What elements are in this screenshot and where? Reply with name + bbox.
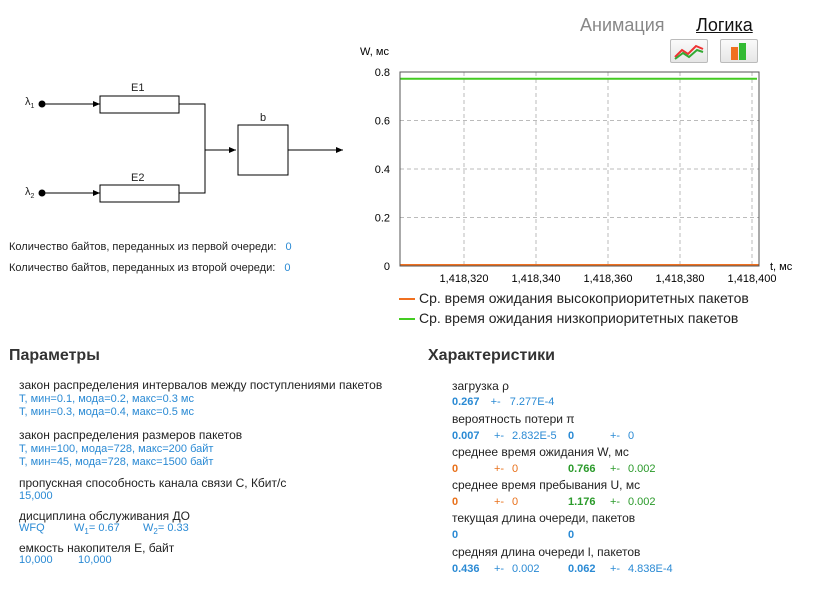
buffer-2-value[interactable]: 10,000 — [78, 554, 112, 566]
chart-ytick-label: 0.4 — [375, 164, 390, 176]
bytes-second-row: Количество байтов, переданных из второй … — [9, 262, 290, 274]
size-law-2[interactable]: T, мин=45, мода=728, макс=1500 байт — [19, 456, 214, 468]
queue-e2-label: E2 — [131, 172, 145, 184]
queue-e1 — [99, 95, 180, 114]
bytes-first-row: Количество байтов, переданных из первой … — [9, 241, 292, 253]
tab-animation[interactable]: Анимация — [580, 15, 665, 35]
qlen-label: текущая длина очереди, пакетов — [452, 511, 636, 525]
chart-xtick-label: 1,418,340 — [512, 273, 561, 285]
buffer-1-value[interactable]: 10,000 — [19, 554, 53, 566]
legend-swatch-low — [399, 318, 415, 321]
load-label: загрузка ρ — [452, 379, 509, 393]
qlen-row: 0 0 — [452, 529, 575, 541]
server-box — [237, 124, 289, 176]
chart-xlabel: t, мс — [770, 261, 793, 273]
chart-xtick-label: 1,418,360 — [584, 273, 633, 285]
wait-row: 0 +- 0 0.766 +- 0.002 — [452, 463, 656, 475]
bytes-second-value: 0 — [284, 262, 291, 274]
queue-e1-label: E1 — [131, 82, 145, 94]
chart-ytick-label: 0.6 — [375, 116, 390, 128]
bar-chart-icon — [731, 43, 746, 60]
lambda-2-label: λ2 — [25, 186, 35, 201]
capacity-label: пропускная способность канала связи C, К… — [19, 476, 287, 490]
size-law-label: закон распределения размеров пакетов — [19, 428, 243, 442]
queue-e2 — [99, 184, 180, 203]
weight-1[interactable]: W1= 0.67 — [74, 522, 120, 537]
bytes-first-value: 0 — [285, 241, 292, 253]
tab-logic[interactable]: Логика — [696, 15, 753, 35]
network-diagram — [38, 95, 343, 203]
discipline-label: дисциплина обслуживания ДО — [19, 509, 190, 523]
chart-ytick-label: 0.2 — [375, 213, 390, 225]
chart-plot-area — [399, 71, 760, 267]
weight-2[interactable]: W2= 0.33 — [143, 522, 189, 537]
loss-label: вероятность потери π — [452, 412, 575, 426]
bar-chart-button[interactable] — [720, 39, 758, 63]
chart-xtick-label: 1,418,400 — [728, 273, 777, 285]
stay-row: 0 +- 0 1.176 +- 0.002 — [452, 496, 656, 508]
loss-row: 0.007 +- 2.832E-5 0 +- 0 — [452, 430, 635, 442]
avgq-label: средняя длина очереди l, пакетов — [452, 545, 641, 559]
line-chart-icon — [674, 44, 704, 60]
lambda-1-label: λ1 — [25, 96, 35, 111]
bytes-second-label: Количество байтов, переданных из второй … — [9, 262, 276, 274]
avgq-row: 0.436 +- 0.002 0.062 +- 4.838E-4 — [452, 563, 673, 575]
arrival-law-1[interactable]: T, мин=0.1, мода=0.2, макс=0.3 мс — [19, 393, 194, 405]
chart-ytick-label: 0.8 — [375, 67, 390, 79]
wait-label: среднее время ожидания W, мс — [452, 445, 629, 459]
server-label: b — [260, 112, 267, 124]
stay-label: среднее время пребывания U, мс — [452, 478, 641, 492]
legend-item-high: Ср. время ожидания высокоприоритетных па… — [399, 290, 749, 306]
buffer-label: емкость накопителя E, байт — [19, 541, 175, 555]
params-title: Параметры — [9, 347, 100, 364]
chart-xtick-label: 1,418,320 — [440, 273, 489, 285]
chart-ylabel: W, мс — [360, 46, 389, 58]
bytes-first-label: Количество байтов, переданных из первой … — [9, 241, 277, 253]
chart-xtick-label: 1,418,380 — [656, 273, 705, 285]
capacity-value[interactable]: 15,000 — [19, 490, 53, 502]
load-row: 0.267 +- 7.277E-4 — [452, 396, 555, 408]
size-law-1[interactable]: T, мин=100, мода=728, макс=200 байт — [19, 443, 214, 455]
chart-ytick-label: 0 — [384, 261, 390, 273]
legend-swatch-high — [399, 298, 415, 301]
waiting-time-chart: W, мс t, мс 0.8 0.6 0.4 0.2 0 1,418,320 1,418… — [360, 46, 793, 285]
legend-item-low: Ср. время ожидания низкоприоритетных пак… — [399, 310, 738, 326]
arrival-law-2[interactable]: T, мин=0.3, мода=0.4, макс=0.5 мс — [19, 406, 194, 418]
line-chart-button[interactable] — [670, 39, 708, 63]
discipline-value[interactable]: WFQ — [19, 522, 45, 534]
chars-title: Характеристики — [428, 347, 556, 364]
arrival-law-label: закон распределения интервалов между пос… — [19, 378, 383, 392]
